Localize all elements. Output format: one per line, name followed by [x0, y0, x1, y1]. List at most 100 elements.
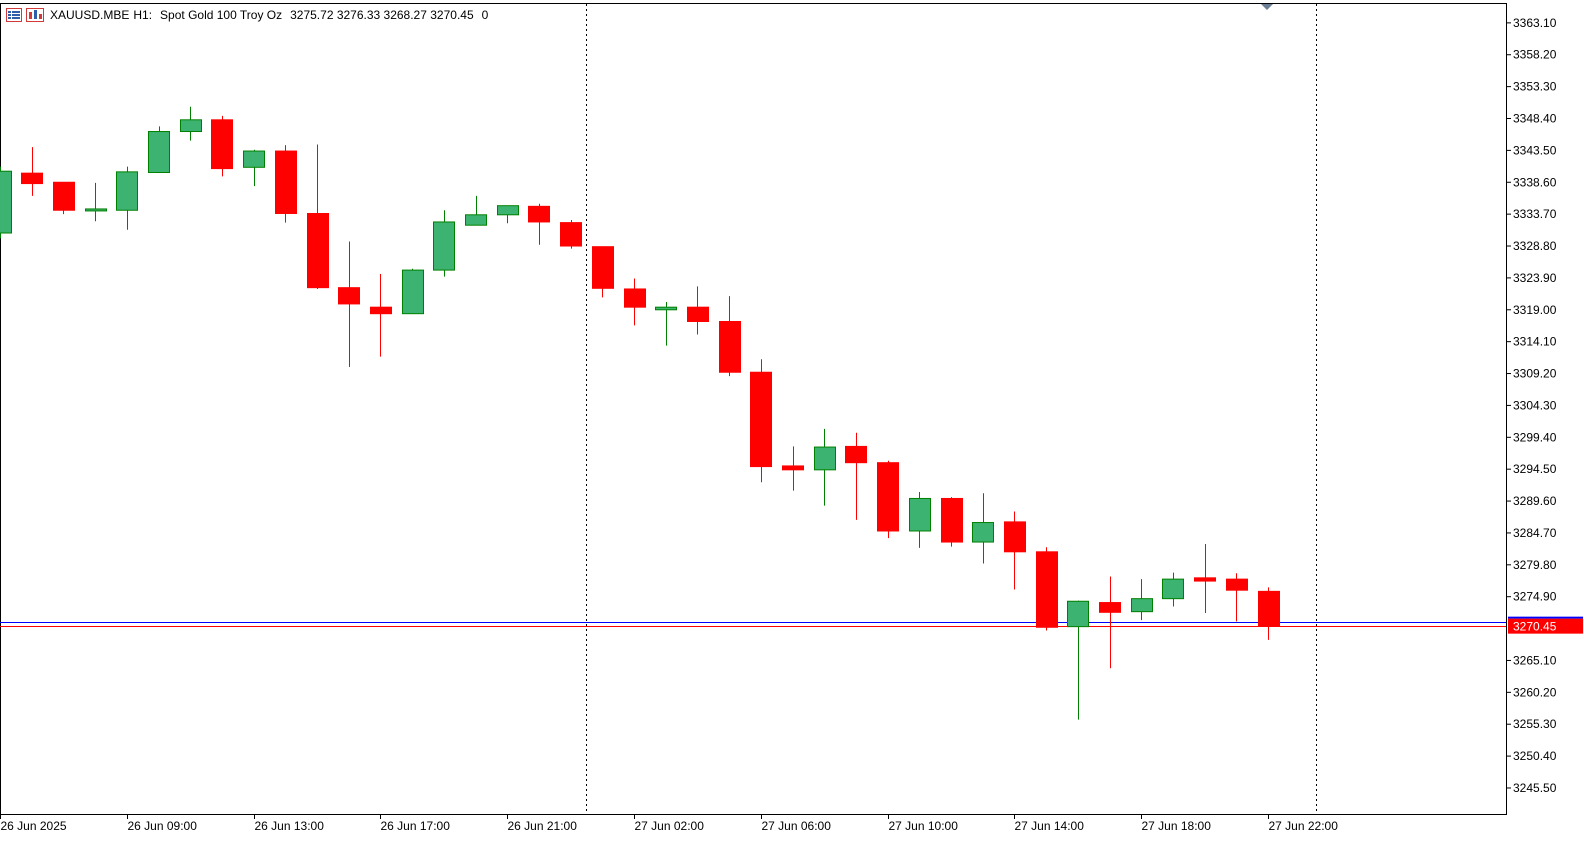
x-tick-label: 26 Jun 21:00	[508, 819, 578, 833]
candle	[433, 210, 455, 277]
candle-body	[1162, 578, 1184, 600]
x-tick-label: 27 Jun 22:00	[1269, 819, 1339, 833]
x-tick-label: 26 Jun 2025	[1, 819, 67, 833]
candle-body	[1226, 578, 1248, 591]
candle	[1226, 573, 1248, 622]
candle-body	[592, 246, 614, 289]
candle-body	[243, 150, 265, 168]
candle-body	[211, 119, 233, 170]
y-tick-label: 3260.20	[1513, 685, 1557, 699]
candle-body	[497, 205, 519, 216]
candle	[719, 296, 741, 377]
candle-body	[148, 131, 170, 174]
candle	[1067, 600, 1089, 720]
x-tick-label: 27 Jun 02:00	[635, 819, 705, 833]
shift-marker-icon[interactable]	[1261, 4, 1273, 10]
y-tick-label: 3343.50	[1513, 143, 1557, 157]
candle	[592, 246, 614, 298]
y-tick-label: 3265.10	[1513, 653, 1557, 667]
volume-value: 0	[481, 8, 489, 22]
candle	[528, 203, 550, 245]
candle	[972, 493, 994, 564]
candle-body	[1067, 600, 1089, 628]
y-tick-label: 3279.80	[1513, 558, 1557, 572]
candle-body	[750, 371, 772, 468]
candle	[338, 241, 360, 368]
candle	[941, 497, 963, 547]
y-tick-label: 3294.50	[1513, 462, 1557, 476]
y-tick-label: 3250.40	[1513, 749, 1557, 763]
candle	[402, 268, 424, 315]
candle	[370, 274, 392, 357]
x-tick-label: 27 Jun 10:00	[889, 819, 959, 833]
candle-body	[1131, 598, 1153, 613]
candle	[1131, 579, 1153, 621]
candle-body	[972, 522, 994, 543]
candle	[180, 106, 202, 141]
candle-body	[0, 170, 12, 234]
y-tick-label: 3309.20	[1513, 367, 1557, 381]
candle-body	[21, 172, 43, 185]
candle-body	[338, 287, 360, 305]
candle	[687, 286, 709, 335]
candle	[21, 147, 43, 196]
x-tick-label: 26 Jun 17:00	[381, 819, 451, 833]
candle	[211, 115, 233, 177]
symbol-label: XAUUSD.MBE	[50, 8, 130, 22]
candle	[497, 205, 519, 224]
y-tick-label: 3323.90	[1513, 271, 1557, 285]
y-tick-label: 3333.70	[1513, 207, 1557, 221]
candle	[307, 144, 329, 289]
candle-body	[307, 212, 329, 289]
candle	[1258, 587, 1280, 640]
y-tick-label: 3245.50	[1513, 781, 1557, 795]
candle	[0, 166, 12, 239]
y-tick-label: 3358.20	[1513, 48, 1557, 62]
y-tick-label: 3284.70	[1513, 526, 1557, 540]
candle	[465, 195, 487, 226]
x-tick-label: 27 Jun 06:00	[762, 819, 832, 833]
candle	[116, 166, 138, 230]
candle-body	[180, 119, 202, 133]
candle-body	[560, 222, 582, 247]
price-lines	[0, 622, 1506, 627]
current-price-label: 3270.45	[1513, 620, 1557, 634]
candle-body	[465, 214, 487, 226]
y-tick-label: 3328.80	[1513, 239, 1557, 253]
candle-body	[719, 320, 741, 373]
candle-body	[624, 288, 646, 308]
y-tick-label: 3304.30	[1513, 398, 1557, 412]
candle-body	[1194, 577, 1216, 582]
candle-body	[655, 306, 677, 311]
day-separators	[586, 4, 1317, 814]
candle	[1004, 511, 1026, 590]
x-tick-label: 26 Jun 13:00	[255, 819, 325, 833]
y-tick-label: 3363.10	[1513, 16, 1557, 30]
candle	[845, 432, 867, 520]
candle	[560, 220, 582, 249]
symbol-description: Spot Gold 100 Troy Oz	[160, 8, 283, 22]
candle	[782, 446, 804, 491]
candle-body	[941, 497, 963, 543]
y-tick-label: 3274.90	[1513, 590, 1557, 604]
candle-body	[687, 306, 709, 322]
candle	[1162, 572, 1184, 607]
y-tick-label: 3353.30	[1513, 80, 1557, 94]
candle-body	[402, 269, 424, 315]
candle	[243, 149, 265, 187]
candle	[148, 126, 170, 174]
chart-menu-icon[interactable]	[6, 8, 22, 22]
candle-body	[370, 306, 392, 315]
candle	[909, 491, 931, 548]
candle	[53, 181, 75, 215]
candles	[0, 106, 1280, 720]
candle	[1194, 544, 1216, 613]
candle-body	[116, 171, 138, 211]
y-tick-label: 3299.40	[1513, 430, 1557, 444]
chart-bars-icon[interactable]	[26, 8, 44, 22]
candle-body	[814, 446, 836, 471]
time-axis[interactable]: 26 Jun 2025 26 Jun 09:00 26 Jun 13:00 26 Ju…	[0, 814, 1339, 833]
price-axis[interactable]: 3363.10 3358.20 3353.30 3348.40 3343.50 3338.…	[1506, 16, 1583, 795]
